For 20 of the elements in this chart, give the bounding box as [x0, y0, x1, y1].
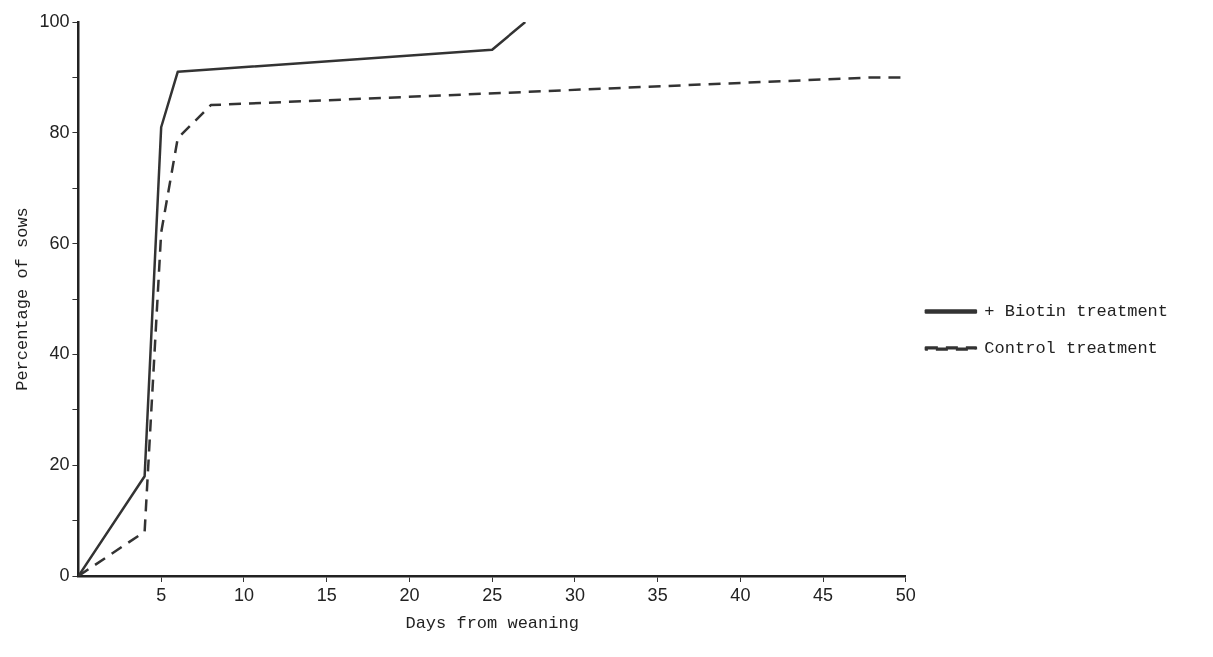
legend-label: Control treatment [984, 339, 1158, 358]
x-tick-label: 25 [482, 584, 503, 605]
x-axis-title: Days from weaning [405, 614, 579, 634]
y-tick-label: 0 [59, 564, 70, 585]
x-tick-label: 10 [233, 584, 254, 605]
y-axis-title: Percentage of sows [12, 207, 32, 391]
y-tick-label: 80 [49, 121, 70, 142]
y-tick-label: 60 [49, 232, 70, 253]
y-tick-label: 100 [39, 10, 70, 31]
x-tick-label: 30 [564, 584, 585, 605]
x-tick-label: 40 [730, 584, 751, 605]
x-tick-label: 45 [813, 584, 834, 605]
x-tick-label: 15 [316, 584, 337, 605]
x-tick-label: 20 [399, 584, 420, 605]
x-tick-label: 50 [895, 584, 916, 605]
x-tick-label: 35 [647, 584, 668, 605]
y-tick-label: 20 [49, 454, 70, 475]
y-tick-label: 40 [49, 343, 70, 364]
legend-label: + Biotin treatment [984, 302, 1169, 321]
x-tick-label: 5 [156, 584, 167, 605]
